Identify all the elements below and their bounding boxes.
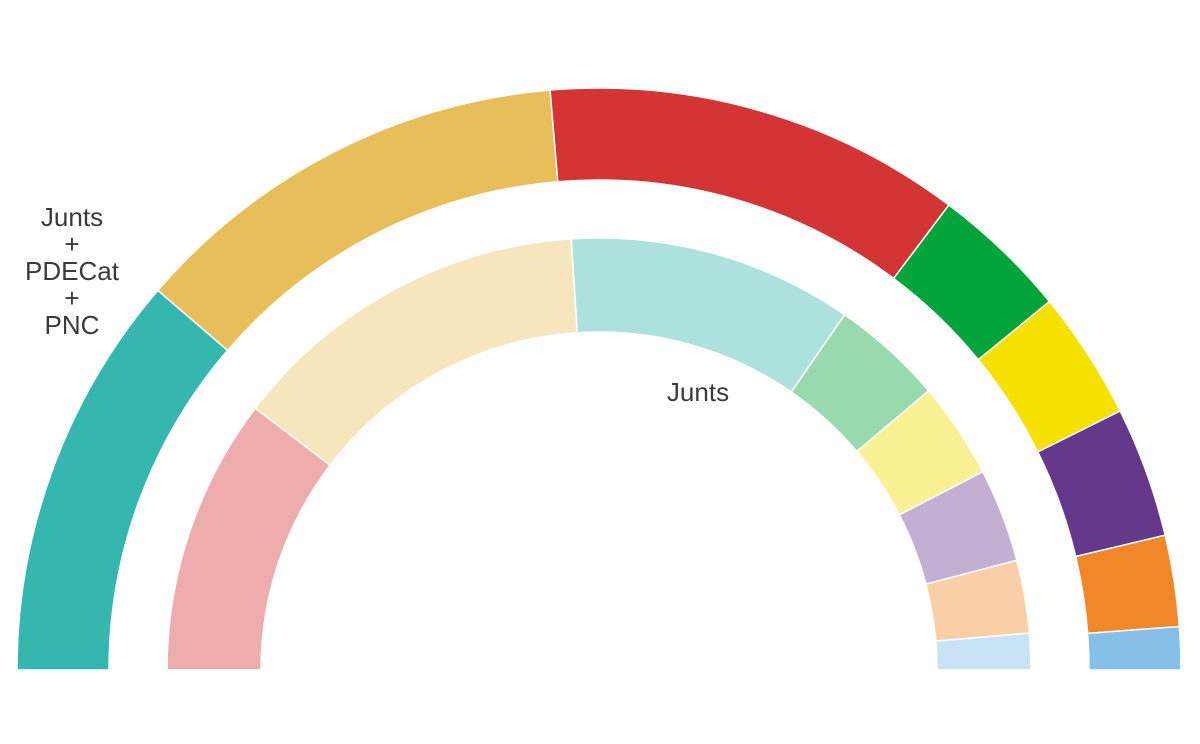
inner-ring-label-2: Junts (667, 377, 729, 407)
outer-ring (16, 87, 1182, 671)
inner-ring-segment-7 (934, 632, 1032, 671)
inner-ring-segment-0 (166, 407, 332, 671)
segment-labels: Junts + PDECat + PNC Junts (25, 202, 729, 407)
outer-ring-segment-7 (1086, 625, 1182, 671)
inner-ring-segment-2 (570, 237, 846, 394)
outer-ring-label-0: Junts + PDECat + PNC (25, 202, 120, 340)
inner-ring (166, 237, 1032, 671)
